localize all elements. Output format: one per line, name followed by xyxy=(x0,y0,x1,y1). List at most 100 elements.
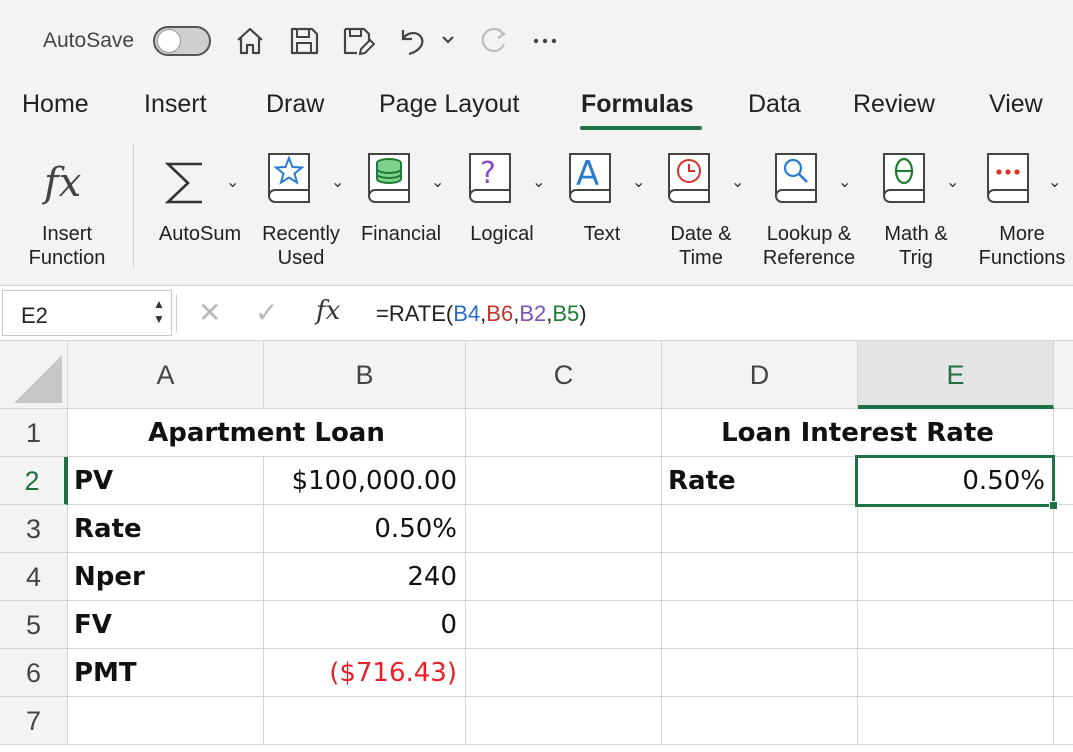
tab-home[interactable]: Home xyxy=(22,90,89,118)
insert-function-fx-icon[interactable]: fx xyxy=(316,296,341,326)
column-header-b[interactable]: B xyxy=(264,341,466,409)
cell-f7[interactable] xyxy=(1054,697,1073,745)
math-trig-chevron-icon[interactable]: ⌄ xyxy=(946,174,960,191)
tab-review[interactable]: Review xyxy=(853,90,935,118)
select-all-corner[interactable] xyxy=(0,341,68,409)
theta-book-icon xyxy=(880,150,928,212)
cell-a6[interactable]: PMT xyxy=(68,649,264,697)
cell-b5[interactable]: 0 xyxy=(264,601,466,649)
cell-b7[interactable] xyxy=(264,697,466,745)
cell-a2[interactable]: PV xyxy=(68,457,264,505)
cell-f2[interactable] xyxy=(1054,457,1073,505)
cell-c2[interactable] xyxy=(466,457,662,505)
tab-page-layout[interactable]: Page Layout xyxy=(379,90,520,118)
ribbon-tabs: Home Insert Draw Page Layout Formulas Da… xyxy=(0,80,1073,136)
cell-d6[interactable] xyxy=(662,649,858,697)
tab-draw[interactable]: Draw xyxy=(266,90,325,118)
more-functions-chevron-icon[interactable]: ⌄ xyxy=(1048,174,1062,191)
clock-book-icon xyxy=(665,150,713,212)
row-header-1[interactable]: 1 xyxy=(0,409,68,457)
lookup-reference-button[interactable]: ⌄ Lookup & Reference xyxy=(756,136,862,276)
cell-a5[interactable]: FV xyxy=(68,601,264,649)
save-icon[interactable] xyxy=(287,24,321,58)
save-as-icon[interactable] xyxy=(341,24,376,58)
cell-e6[interactable] xyxy=(858,649,1054,697)
insert-function-button[interactable]: fx Insert Function xyxy=(0,136,133,276)
tab-view[interactable]: View xyxy=(989,90,1043,118)
cell-d1-merged-title[interactable]: Loan Interest Rate xyxy=(662,409,1054,457)
cell-a3[interactable]: Rate xyxy=(68,505,264,553)
tab-formulas[interactable]: Formulas xyxy=(581,90,694,118)
cell-f1[interactable] xyxy=(1054,409,1073,457)
recently-used-chevron-icon[interactable]: ⌄ xyxy=(331,174,345,191)
row-header-7[interactable]: 7 xyxy=(0,697,68,745)
cell-c5[interactable] xyxy=(466,601,662,649)
cell-e5[interactable] xyxy=(858,601,1054,649)
cell-c3[interactable] xyxy=(466,505,662,553)
tab-data[interactable]: Data xyxy=(748,90,801,118)
cell-b6[interactable]: ($716.43) xyxy=(264,649,466,697)
cell-e7[interactable] xyxy=(858,697,1054,745)
row-header-6[interactable]: 6 xyxy=(0,649,68,697)
row-header-3[interactable]: 3 xyxy=(0,505,68,553)
cell-d7[interactable] xyxy=(662,697,858,745)
column-header-f[interactable] xyxy=(1054,341,1073,409)
column-header-d[interactable]: D xyxy=(662,341,858,409)
date-time-chevron-icon[interactable]: ⌄ xyxy=(731,174,745,191)
cell-f6[interactable] xyxy=(1054,649,1073,697)
cell-f4[interactable] xyxy=(1054,553,1073,601)
more-functions-button[interactable]: ⌄ More Functions xyxy=(972,136,1072,276)
column-header-e[interactable]: E xyxy=(858,341,1054,409)
cell-f3[interactable] xyxy=(1054,505,1073,553)
recently-used-button[interactable]: ⌄ Recently Used xyxy=(255,136,347,276)
cell-b3[interactable]: 0.50% xyxy=(264,505,466,553)
row-header-4[interactable]: 4 xyxy=(0,553,68,601)
name-box[interactable]: E2 ▲ ▼ xyxy=(2,290,172,336)
cell-e4[interactable] xyxy=(858,553,1054,601)
column-header-c[interactable]: C xyxy=(466,341,662,409)
cell-f5[interactable] xyxy=(1054,601,1073,649)
cell-a7[interactable] xyxy=(68,697,264,745)
name-box-stepper-icon[interactable]: ▲ ▼ xyxy=(153,297,165,326)
row-header-5[interactable]: 5 xyxy=(0,601,68,649)
logical-chevron-icon[interactable]: ⌄ xyxy=(532,174,546,191)
autosum-button[interactable]: ⌄ AutoSum xyxy=(150,136,250,276)
autosave-toggle[interactable] xyxy=(153,26,211,56)
cell-d3[interactable] xyxy=(662,505,858,553)
cell-a4[interactable]: Nper xyxy=(68,553,264,601)
cell-b4[interactable]: 240 xyxy=(264,553,466,601)
svg-text:fx: fx xyxy=(42,160,81,206)
text-chevron-icon[interactable]: ⌄ xyxy=(632,174,646,191)
cell-c7[interactable] xyxy=(466,697,662,745)
cell-b2[interactable]: $100,000.00 xyxy=(264,457,466,505)
confirm-check-icon[interactable]: ✓ xyxy=(255,297,279,328)
cell-c1[interactable] xyxy=(466,409,662,457)
logical-button[interactable]: ? ⌄ Logical xyxy=(456,136,548,276)
column-header-a[interactable]: A xyxy=(68,341,264,409)
undo-dropdown-chevron-icon[interactable] xyxy=(438,30,458,50)
cancel-icon[interactable]: ✕ xyxy=(198,297,222,328)
tab-insert[interactable]: Insert xyxy=(144,90,207,118)
financial-chevron-icon[interactable]: ⌄ xyxy=(431,174,445,191)
text-button[interactable]: A ⌄ Text xyxy=(556,136,648,276)
cell-d4[interactable] xyxy=(662,553,858,601)
star-book-icon xyxy=(265,150,313,212)
autosum-chevron-icon[interactable]: ⌄ xyxy=(226,174,240,191)
date-time-button[interactable]: ⌄ Date & Time xyxy=(655,136,747,276)
cell-d5[interactable] xyxy=(662,601,858,649)
fill-handle[interactable] xyxy=(1049,501,1058,510)
undo-icon[interactable] xyxy=(395,24,429,58)
cell-e3[interactable] xyxy=(858,505,1054,553)
financial-button[interactable]: ⌄ Financial xyxy=(355,136,447,276)
cell-c6[interactable] xyxy=(466,649,662,697)
cell-d2[interactable]: Rate xyxy=(662,457,858,505)
cell-e2[interactable]: 0.50% xyxy=(858,457,1054,505)
home-icon[interactable] xyxy=(233,24,267,58)
row-header-2[interactable]: 2 xyxy=(0,457,68,505)
cell-a1-merged-title[interactable]: Apartment Loan xyxy=(68,409,466,457)
cell-c4[interactable] xyxy=(466,553,662,601)
more-icon[interactable] xyxy=(530,24,564,58)
math-trig-button[interactable]: ⌄ Math & Trig xyxy=(870,136,962,276)
lookup-reference-chevron-icon[interactable]: ⌄ xyxy=(838,174,852,191)
formula-input[interactable]: =RATE(B4,B6,B2,B5) xyxy=(376,301,587,326)
